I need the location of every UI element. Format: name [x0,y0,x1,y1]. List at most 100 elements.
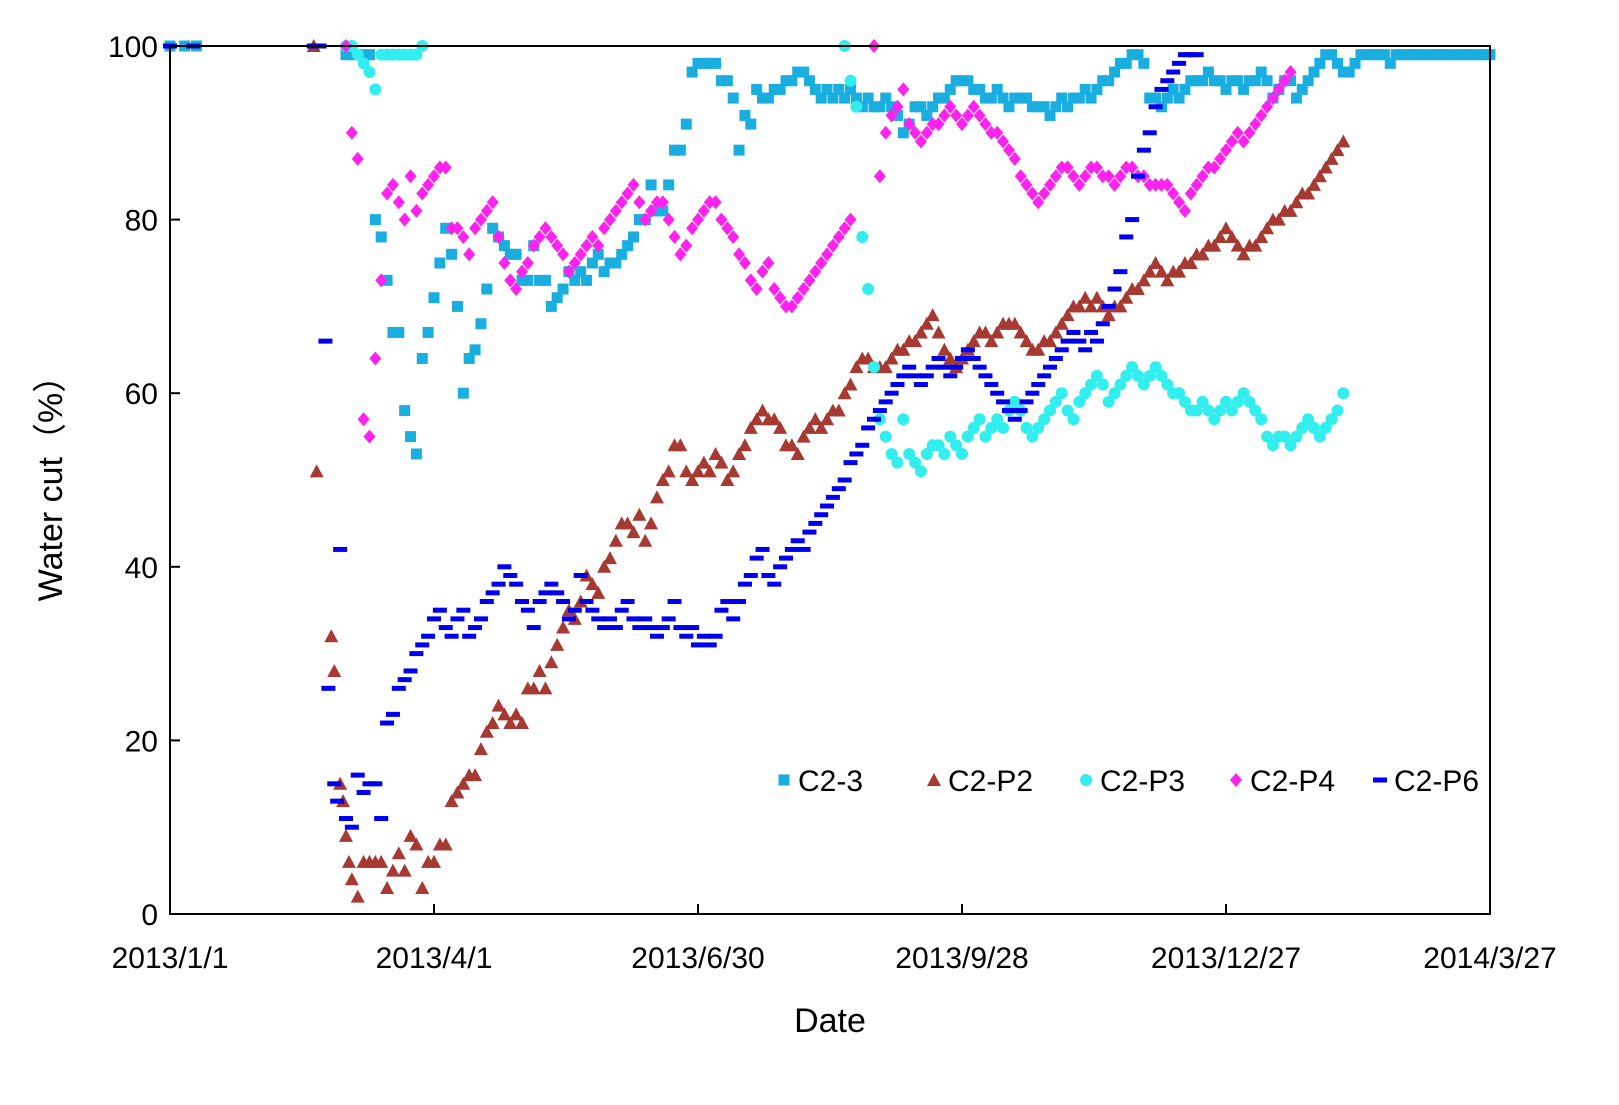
data-point [814,512,829,518]
data-point [1096,378,1109,391]
data-point [1061,404,1074,417]
data-point [1142,264,1157,278]
data-point [1232,75,1244,87]
data-point [1132,49,1144,61]
data-point [410,48,423,61]
data-point [444,794,459,808]
data-point [1173,387,1186,400]
data-point [773,420,788,434]
data-point [1249,75,1261,87]
data-point [1002,143,1015,158]
data-point [845,83,857,95]
data-point [1103,75,1115,87]
data-point [1056,92,1068,104]
data-point [985,92,997,104]
data-point [809,264,822,279]
data-point [1326,49,1338,61]
data-point [545,229,558,244]
data-point [468,768,483,782]
data-point [790,538,805,544]
data-point [561,616,576,622]
data-point [357,57,370,70]
data-point [738,256,751,270]
data-point [751,83,763,95]
legend-item: C2-P6 [1373,765,1479,798]
data-point [457,229,470,244]
legend-label: C2-P6 [1394,765,1479,798]
data-point [827,92,839,104]
data-point [1095,321,1110,327]
data-point [598,266,610,278]
data-point [597,625,612,631]
data-point [1184,186,1197,201]
data-point [896,342,911,356]
data-point [809,83,821,95]
data-point [1120,57,1132,69]
data-point [755,546,770,552]
data-point [421,633,436,639]
y-tick-label: 100 [108,31,158,64]
data-point [978,325,993,339]
data-point [351,48,364,61]
series-c2-p4 [340,39,1297,444]
data-point [966,334,981,348]
data-point [1142,130,1157,136]
data-point [1226,75,1238,87]
data-point [978,373,993,379]
data-point [1196,169,1209,184]
data-point [410,448,422,460]
data-point [1225,134,1238,149]
data-point [469,221,482,236]
data-point [403,828,418,842]
data-point [381,186,394,201]
data-point [943,351,958,365]
data-point [868,361,880,374]
data-point [997,92,1009,104]
data-point [1089,338,1104,344]
data-point [1466,49,1478,61]
data-point [1003,101,1015,113]
data-point [908,373,923,379]
data-point [855,442,870,448]
data-point [1032,195,1045,210]
data-point [427,616,441,622]
data-point [961,108,974,123]
data-point [318,338,333,344]
data-point [655,473,670,486]
data-point [885,447,898,460]
data-point [897,413,910,426]
data-point [878,360,893,374]
data-point [1073,92,1085,104]
data-point [1108,177,1121,192]
data-point [556,620,571,634]
data-point [344,872,359,886]
data-point [1072,338,1087,344]
x-tick-label: 2013/4/1 [376,942,493,975]
data-point [444,633,459,639]
data-point [873,169,886,184]
data-point [966,355,981,361]
data-point [956,75,968,87]
data-point [585,607,600,613]
data-point [485,590,500,596]
data-point [692,57,704,69]
data-point [662,212,675,227]
data-point [1330,143,1345,157]
data-point [691,464,705,478]
data-point [526,681,541,695]
data-point [704,57,716,69]
data-point [1021,92,1033,104]
data-point [714,455,729,469]
data-point [380,880,395,894]
data-point [369,214,381,226]
series-c2-p2 [306,39,1351,903]
data-point [1208,75,1220,87]
data-point [451,221,464,236]
data-point [884,390,899,396]
data-point [1461,49,1473,61]
data-point [803,273,816,288]
data-point [1302,75,1314,87]
data-point [1195,247,1210,261]
data-point [1478,49,1490,61]
legend-label: C2-P3 [1100,765,1185,798]
